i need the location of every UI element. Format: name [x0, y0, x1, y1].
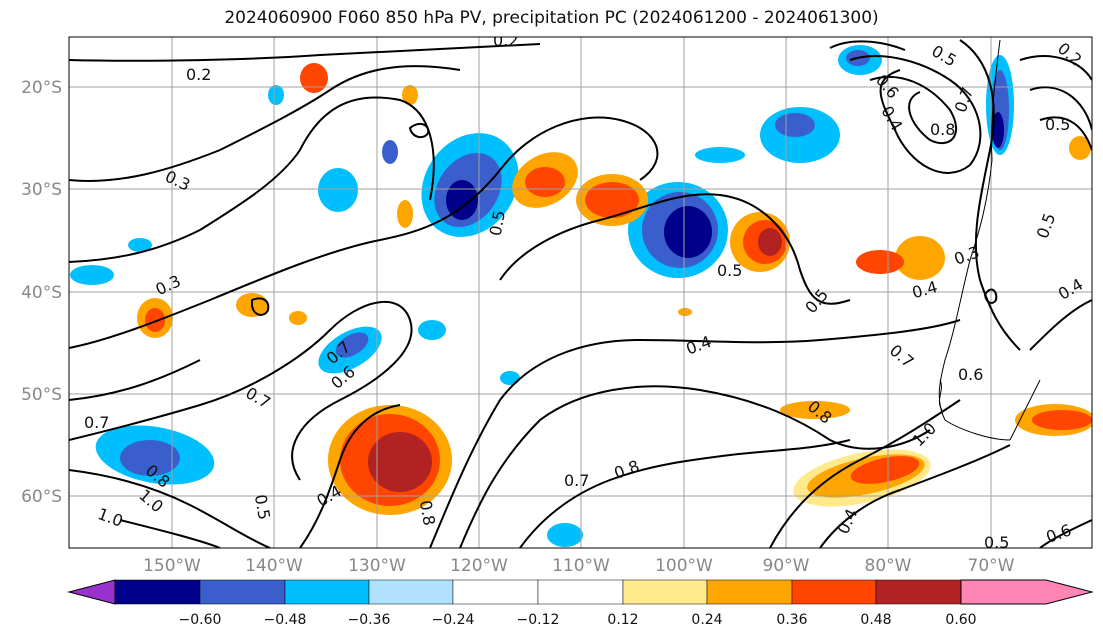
contour-label: 0.5 — [251, 493, 274, 521]
colorbar-tick-label: −0.48 — [264, 612, 307, 628]
contour-label: 0.8 — [930, 120, 955, 139]
field-layer: 0.2 0.2 0.3 0.3 0.5 0.5 0.5 0.4 0.4 0.7 … — [69, 31, 1092, 552]
pv-contours — [69, 39, 1092, 548]
contour-label: 0.2 — [493, 31, 518, 50]
contour-label: 0.8 — [416, 499, 439, 527]
contour-label: 0.6 — [958, 365, 983, 384]
lon-axis: 150°W 140°W 130°W 120°W 110°W 100°W 90°W… — [143, 556, 1015, 576]
map-title: 2024060900 F060 850 hPa PV, precipitatio… — [224, 8, 879, 28]
contour-label: 0.5 — [984, 533, 1009, 552]
contour-label: 0.5 — [1045, 115, 1070, 134]
lat-label: 30°S — [21, 180, 62, 200]
lon-label: 120°W — [450, 556, 508, 576]
colorbar-bin — [284, 579, 370, 605]
lon-label: 150°W — [143, 556, 201, 576]
colorbar-tick-label: −0.60 — [179, 612, 222, 628]
graticule — [69, 37, 1092, 548]
lon-label: 130°W — [348, 556, 406, 576]
contour-label: 0.2 — [186, 65, 211, 84]
colorbar-bin — [537, 579, 624, 605]
lat-label: 50°S — [21, 385, 62, 405]
colorbar-min-extend — [67, 579, 116, 605]
colorbar-bin — [368, 579, 454, 605]
lon-label: 70°W — [968, 556, 1015, 576]
colorbar-tick-label: 0.60 — [945, 612, 976, 628]
colorbar-tick-label: −0.36 — [348, 612, 391, 628]
colorbar-bin — [199, 579, 286, 605]
colorbar-bin — [791, 579, 877, 605]
colorbar: −0.60 −0.48 −0.36 −0.24 −0.12 0.12 0.24 … — [67, 579, 1094, 628]
contour-label: 0.5 — [717, 261, 742, 280]
colorbar-bin — [706, 579, 793, 605]
colorbar-bin — [875, 579, 962, 605]
plot-frame — [68, 36, 1093, 549]
colorbar-tick-label: 0.36 — [776, 612, 807, 628]
lat-label: 40°S — [21, 283, 62, 303]
colorbar-tick-label: −0.24 — [432, 612, 475, 628]
lat-label: 60°S — [21, 487, 62, 507]
colorbar-bin — [114, 579, 201, 605]
lon-label: 140°W — [245, 556, 303, 576]
colorbar-tick-label: 0.48 — [860, 612, 891, 628]
colorbar-bin — [452, 579, 539, 605]
contour-label: 0.7 — [564, 471, 589, 490]
colorbar-bin — [622, 579, 708, 605]
lat-label: 20°S — [21, 78, 62, 98]
lon-label: 100°W — [655, 556, 713, 576]
lon-label: 110°W — [552, 556, 610, 576]
lon-label: 80°W — [865, 556, 912, 576]
colorbar-tick-label: 0.12 — [607, 612, 638, 628]
colorbar-tick-label: 0.24 — [691, 612, 722, 628]
contour-label: 0.7 — [84, 413, 109, 432]
coastline — [938, 39, 1041, 441]
precip-shading — [70, 45, 1092, 547]
colorbar-max-extend — [960, 579, 1094, 605]
contour-label: 0.5 — [486, 209, 509, 237]
lon-label: 90°W — [763, 556, 810, 576]
colorbar-tick-label: −0.12 — [517, 612, 560, 628]
lat-axis: 20°S 30°S 40°S 50°S 60°S — [21, 78, 62, 507]
